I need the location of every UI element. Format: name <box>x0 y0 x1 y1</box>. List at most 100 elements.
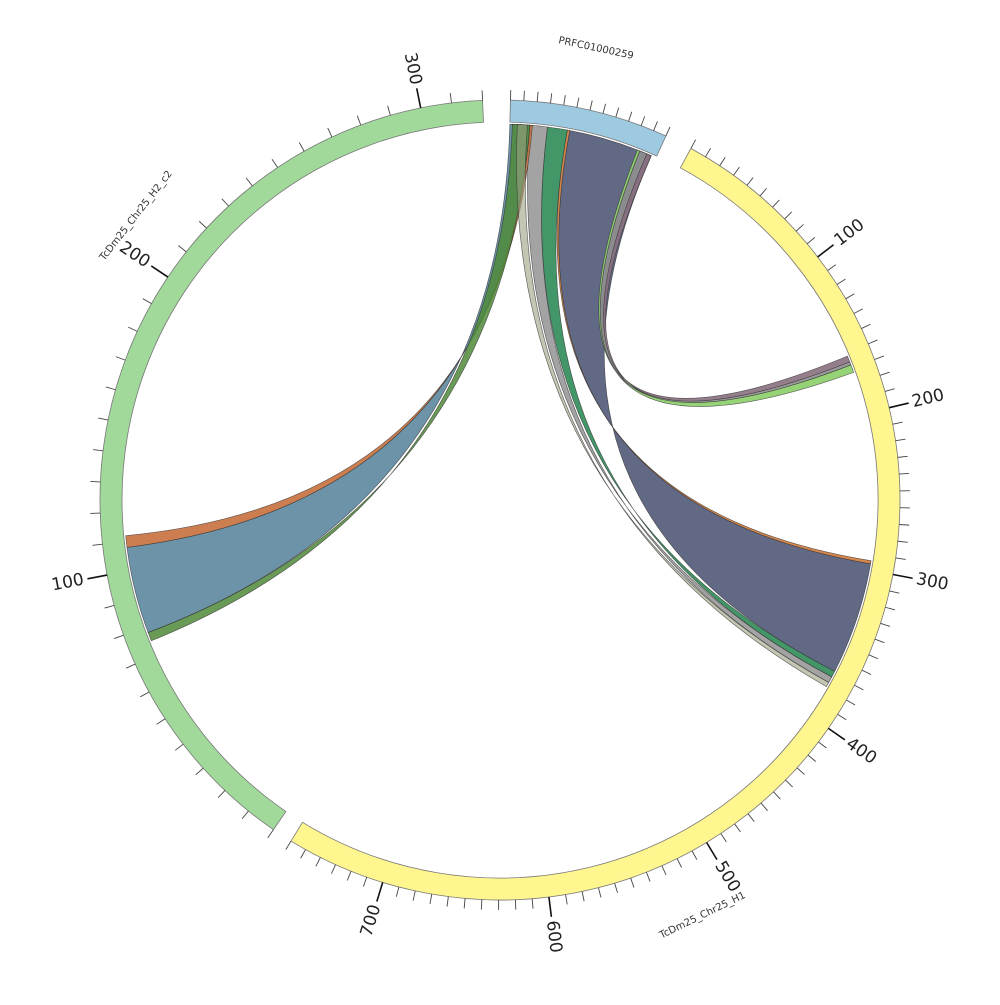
tick-minor <box>106 387 116 390</box>
tick-minor <box>93 544 103 545</box>
tick-minor <box>105 605 115 608</box>
tick-minor <box>774 792 781 799</box>
tick-minor <box>242 811 248 819</box>
tick-minor <box>128 327 137 331</box>
tick-minor <box>413 891 415 901</box>
tick-minor <box>797 768 804 775</box>
tick-minor <box>218 790 225 797</box>
tick-minor <box>705 148 710 157</box>
tick-minor <box>564 95 566 105</box>
tick-minor <box>616 108 619 118</box>
tick-minor <box>641 116 645 125</box>
tick-minor <box>760 188 767 196</box>
tick-minor <box>178 246 186 252</box>
tick-minor <box>720 157 725 165</box>
tick-minor <box>846 294 855 299</box>
tick-minor <box>328 128 332 137</box>
tick-minor <box>629 112 632 121</box>
tick-minor <box>761 803 768 811</box>
tick-minor <box>450 93 451 103</box>
tick-minor <box>582 891 584 901</box>
tick-label: 100 <box>50 570 86 596</box>
tick-minor <box>447 897 448 907</box>
tick-minor <box>430 894 432 904</box>
tick-label: 500 <box>710 858 744 896</box>
tick-major <box>818 245 834 257</box>
tick-minor <box>885 389 895 392</box>
tick-minor <box>577 98 579 108</box>
tick-minor <box>869 655 878 659</box>
link-ribbon-7 <box>127 124 530 632</box>
tick-minor <box>347 871 351 880</box>
tick-minor <box>550 93 551 103</box>
tick-minor <box>126 664 135 668</box>
tick-label: 400 <box>842 734 880 769</box>
tick-major <box>828 728 844 739</box>
tick-minor <box>301 850 306 859</box>
tick-label: 700 <box>357 902 386 939</box>
tick-minor <box>114 635 123 638</box>
tick-minor <box>93 450 103 451</box>
segment-name-h1: TcDm25_Chr25_H1 <box>657 890 747 942</box>
tick-minor <box>98 418 108 420</box>
tick-major <box>417 88 421 108</box>
tick-minor <box>363 877 366 886</box>
tick-minor <box>828 265 836 271</box>
tick-minor <box>899 525 909 526</box>
tick-minor <box>885 607 895 610</box>
tick-minor <box>140 692 149 697</box>
tick-major <box>87 575 107 579</box>
tick-minor <box>721 834 727 842</box>
tick-label: 300 <box>914 569 950 595</box>
tick-minor <box>862 670 871 674</box>
tick-minor <box>855 685 864 690</box>
tick-minor <box>896 558 906 559</box>
tick-minor <box>654 121 658 130</box>
tick-minor <box>272 159 278 167</box>
tick-label: 600 <box>542 919 566 954</box>
tick-minor <box>854 309 863 314</box>
tick-minor <box>875 639 884 642</box>
tick-minor <box>662 866 666 875</box>
tick-minor <box>464 898 465 908</box>
tick-minor <box>598 888 600 898</box>
tick-minor <box>838 714 846 719</box>
tick-minor <box>537 92 538 102</box>
tick-label: 300 <box>400 51 426 87</box>
tick-minor <box>868 340 877 344</box>
tick-minor <box>615 883 618 893</box>
tick-major <box>893 575 913 579</box>
tick-minor <box>896 439 906 440</box>
segment-name-prfc: PRFC01000259 <box>557 35 634 62</box>
tick-minor <box>396 887 399 897</box>
tick-minor <box>199 221 206 228</box>
tick-minor <box>890 591 900 593</box>
tick-major <box>377 882 383 901</box>
tick-minor <box>748 814 754 822</box>
tick-minor <box>157 719 165 724</box>
tick-minor <box>785 212 792 219</box>
tick-minor <box>299 143 304 152</box>
tick-minor <box>807 237 815 243</box>
tick-minor <box>666 127 670 136</box>
tick-minor <box>893 422 903 424</box>
tick-minor <box>196 768 203 775</box>
tick-minor <box>268 830 274 838</box>
tick-minor <box>175 744 183 750</box>
tick-minor <box>532 899 533 909</box>
tick-minor <box>796 224 803 231</box>
tick-minor <box>875 356 884 360</box>
tick-minor <box>898 541 908 542</box>
tick-minor <box>316 857 320 866</box>
tick-minor <box>846 700 855 705</box>
tick-minor <box>388 106 391 116</box>
tick-minor <box>691 140 696 149</box>
tick-minor <box>646 872 650 881</box>
tick-minor <box>286 841 291 850</box>
tick-minor <box>677 859 681 868</box>
tick-minor <box>222 199 229 206</box>
tick-minor <box>603 104 606 114</box>
